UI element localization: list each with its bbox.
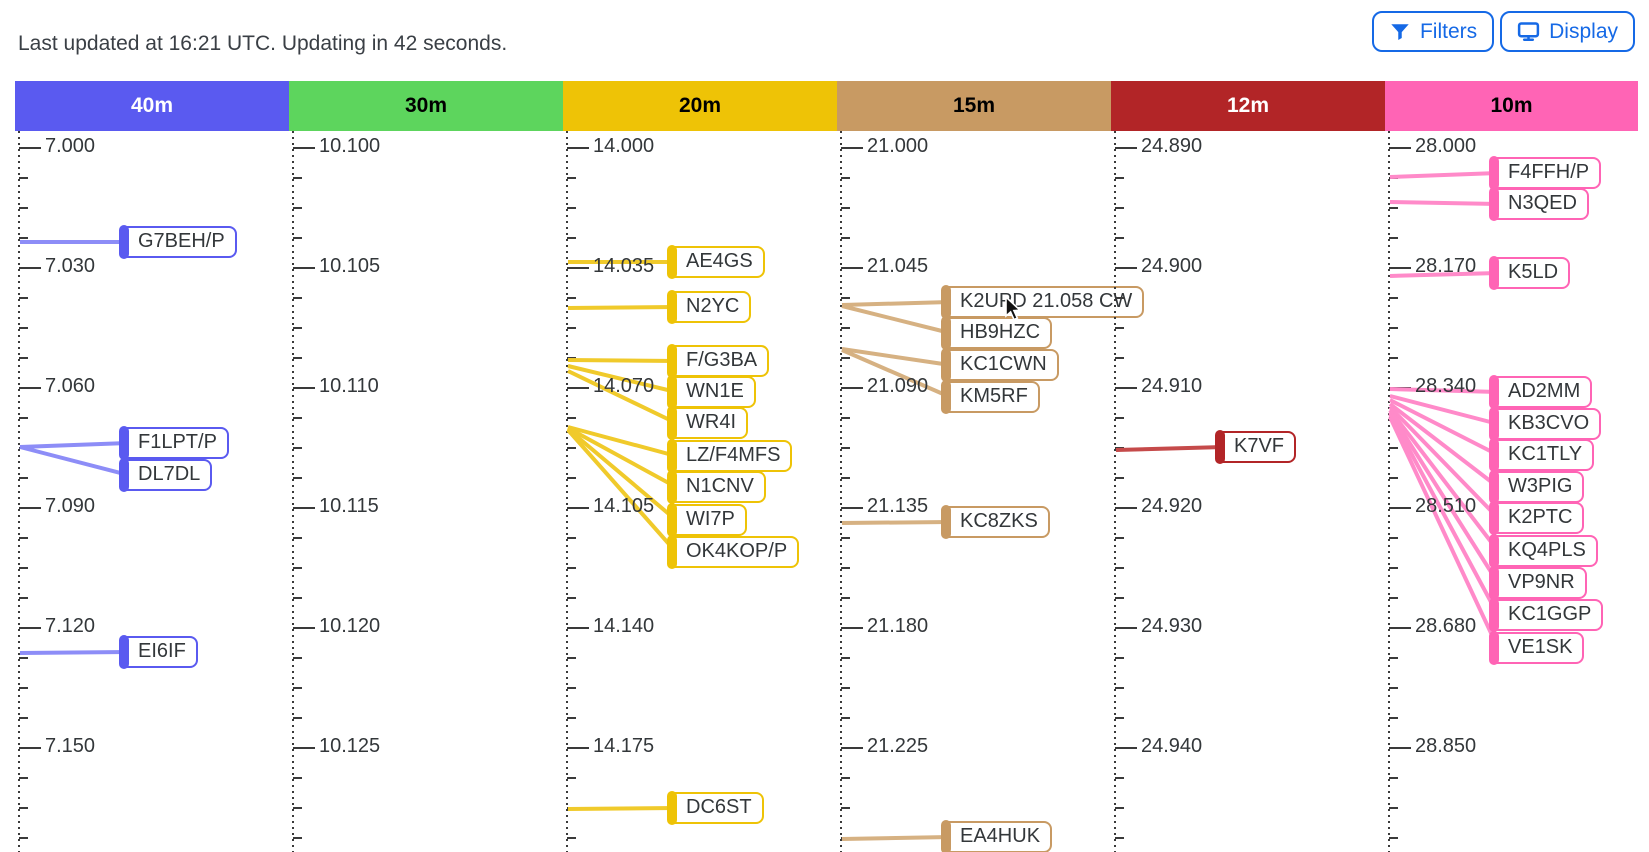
freq-label: 21.090: [867, 375, 929, 397]
freq-label: 7.120: [45, 615, 96, 637]
filter-funnel-icon: [1389, 21, 1411, 43]
band-ruler-12m: [1114, 131, 1225, 852]
freq-label: 28.850: [1415, 735, 1477, 757]
freq-label: 28.510: [1415, 495, 1477, 517]
filters-button-label: Filters: [1419, 19, 1478, 43]
band-header-10m: 10m: [1385, 81, 1638, 131]
freq-label: 7.060: [45, 375, 96, 397]
band-column-10m: 10m 28.000 28.170 28.340 28.510 28.680 28.850 F…: [1385, 0, 1638, 852]
monitor-icon: [1517, 20, 1540, 43]
freq-label: 21.180: [867, 615, 929, 637]
freq-label: 14.035: [593, 255, 655, 277]
spot-G7BEH/P[interactable]: G7BEH/P: [119, 225, 237, 259]
freq-label: 7.030: [45, 255, 96, 277]
freq-label: 24.890: [1141, 135, 1203, 157]
freq-label: 10.125: [319, 735, 381, 757]
freq-label: 7.090: [45, 495, 96, 517]
freq-label: 10.100: [319, 135, 381, 157]
spot-KC1CWN[interactable]: KC1CWN: [941, 348, 1059, 382]
freq-label: 28.170: [1415, 255, 1477, 277]
spot-KC8ZKS[interactable]: KC8ZKS: [941, 505, 1050, 539]
spot-KC1GGP[interactable]: KC1GGP: [1489, 598, 1604, 632]
display-button[interactable]: Display: [1500, 11, 1635, 52]
spot-KC1TLY[interactable]: KC1TLY: [1489, 438, 1595, 472]
spot-VP9NR[interactable]: VP9NR: [1489, 566, 1587, 600]
spot-N2YC[interactable]: N2YC: [667, 290, 752, 324]
band-ruler-15m: [840, 131, 951, 852]
spot-N3QED[interactable]: N3QED: [1489, 187, 1589, 221]
spot-WR4I[interactable]: WR4I: [667, 406, 748, 440]
spot-HB9HZC[interactable]: HB9HZC: [941, 316, 1053, 350]
freq-label: 14.070: [593, 375, 655, 397]
freq-label: 7.150: [45, 735, 96, 757]
spot-KQ4PLS[interactable]: KQ4PLS: [1489, 534, 1598, 568]
freq-label: 28.680: [1415, 615, 1477, 637]
freq-label: 24.920: [1141, 495, 1203, 517]
band-ruler-30m: [292, 131, 315, 852]
spot-F/G3BA[interactable]: F/G3BA: [667, 344, 770, 378]
freq-label: 24.940: [1141, 735, 1203, 757]
freq-label: 24.900: [1141, 255, 1203, 277]
freq-label: 14.000: [593, 135, 655, 157]
band-ruler-10m: [1388, 131, 1500, 852]
band-column-40m: 40m 7.000 7.030 7.060 7.090 7.120 7.150 G7BEH/P…: [15, 0, 289, 852]
freq-label: 28.000: [1415, 135, 1477, 157]
display-button-label: Display: [1549, 19, 1618, 43]
spot-K5LD[interactable]: K5LD: [1489, 256, 1571, 290]
freq-label: 14.140: [593, 615, 655, 637]
band-column-12m: 12m 24.890 24.900 24.910 24.920 24.930 24.940 K…: [1111, 0, 1385, 852]
freq-label: 10.120: [319, 615, 381, 637]
freq-label: 24.930: [1141, 615, 1203, 637]
spot-K2UPD[interactable]: K2UPD 21.058 CW: [941, 285, 1145, 319]
spot-DL7DL[interactable]: DL7DL: [119, 458, 213, 492]
freq-label: 10.115: [319, 495, 379, 517]
spot-N1CNV[interactable]: N1CNV: [667, 470, 766, 504]
spot-WI7P[interactable]: WI7P: [667, 503, 747, 537]
freq-label: 24.910: [1141, 375, 1203, 397]
freq-label: 21.225: [867, 735, 929, 757]
spot-WN1E[interactable]: WN1E: [667, 375, 756, 409]
band-column-30m: 30m 10.100 10.105 10.110 10.115 10.120 10.125: [289, 0, 563, 852]
band-ruler-20m: [566, 131, 678, 852]
band-header-40m: 40m: [15, 81, 289, 131]
spot-W3PIG[interactable]: W3PIG: [1489, 470, 1585, 504]
spot-DC6ST[interactable]: DC6ST: [667, 791, 764, 825]
freq-label: 21.045: [867, 255, 929, 277]
freq-label: 7.000: [45, 135, 96, 157]
freq-label: 14.175: [593, 735, 655, 757]
band-column-20m: 20m 14.000 14.035 14.070 14.105 14.140 14.175 A…: [563, 0, 837, 852]
band-header-30m: 30m: [289, 81, 563, 131]
band-header-15m: 15m: [837, 81, 1111, 131]
toolbar: Filters Display: [1371, 11, 1635, 52]
freq-label: 10.110: [319, 375, 379, 397]
spot-OK4KOP/P[interactable]: OK4KOP/P: [667, 535, 800, 569]
spot-F1LPT/P[interactable]: F1LPT/P: [119, 426, 229, 460]
spot-AD2MM[interactable]: AD2MM: [1489, 375, 1593, 409]
spot-K7VF[interactable]: K7VF: [1215, 430, 1297, 464]
freq-label: 21.000: [867, 135, 929, 157]
spot-K2PTC[interactable]: K2PTC: [1489, 501, 1585, 535]
spot-LZ/F4MFS[interactable]: LZ/F4MFS: [667, 439, 793, 473]
last-updated-text: Last updated at 16:21 UTC. Updating in 4…: [18, 32, 508, 55]
spot-F4FFH/P[interactable]: F4FFH/P: [1489, 156, 1602, 190]
freq-label: 10.105: [319, 255, 381, 277]
spot-EA4HUK[interactable]: EA4HUK: [941, 820, 1053, 852]
band-column-15m: 15m 21.000 21.045 21.090 21.135 21.180 21.225 K…: [837, 0, 1145, 852]
filters-button[interactable]: Filters: [1371, 11, 1495, 52]
freq-label: 28.340: [1415, 375, 1477, 397]
spot-EI6IF[interactable]: EI6IF: [119, 635, 198, 669]
band-ruler-40m: [18, 131, 129, 852]
band-header-20m: 20m: [563, 81, 837, 131]
spot-KM5RF[interactable]: KM5RF: [941, 380, 1040, 414]
spot-AE4GS[interactable]: AE4GS: [667, 245, 765, 279]
band-header-12m: 12m: [1111, 81, 1385, 131]
spot-VE1SK[interactable]: VE1SK: [1489, 631, 1585, 665]
freq-label: 14.105: [593, 495, 655, 517]
spot-KB3CVO[interactable]: KB3CVO: [1489, 407, 1602, 441]
freq-label: 21.135: [867, 495, 929, 517]
